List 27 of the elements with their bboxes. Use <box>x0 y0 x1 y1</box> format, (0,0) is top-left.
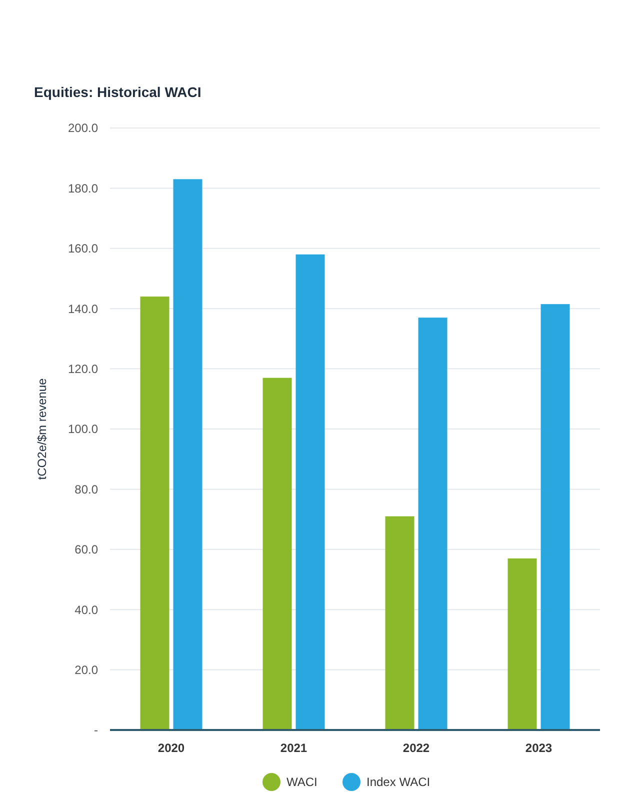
x-tick-label: 2022 <box>402 741 430 755</box>
y-tick-label: - <box>94 723 98 738</box>
legend-label: Index WACI <box>366 775 430 790</box>
bar <box>262 378 292 730</box>
bar <box>508 558 537 730</box>
bar <box>140 296 170 730</box>
y-tick-label: 180.0 <box>68 181 98 196</box>
bar <box>418 318 448 730</box>
bar <box>385 516 414 730</box>
x-tick-label: 2021 <box>280 741 308 755</box>
y-tick-label: 120.0 <box>68 362 98 376</box>
y-tick-label: 20.0 <box>74 663 98 677</box>
bar <box>540 304 570 730</box>
y-tick-label: 160.0 <box>68 242 98 256</box>
y-tick-label: 60.0 <box>74 542 98 557</box>
y-tick-label: 140.0 <box>68 302 98 316</box>
y-tick-label: 40.0 <box>74 602 98 617</box>
chart-title: Equities: Historical WACI <box>34 84 202 100</box>
y-tick-label: 80.0 <box>74 482 98 496</box>
x-tick-label: 2023 <box>525 741 552 755</box>
y-tick-label: 200.0 <box>68 121 98 136</box>
y-tick-label: 100.0 <box>68 422 98 436</box>
legend-label: WACI <box>286 775 318 790</box>
y-axis-title: tCO2e/$m revenue <box>35 378 49 480</box>
x-tick-label: 2020 <box>158 741 185 755</box>
bar <box>296 254 325 730</box>
bar <box>173 179 202 730</box>
